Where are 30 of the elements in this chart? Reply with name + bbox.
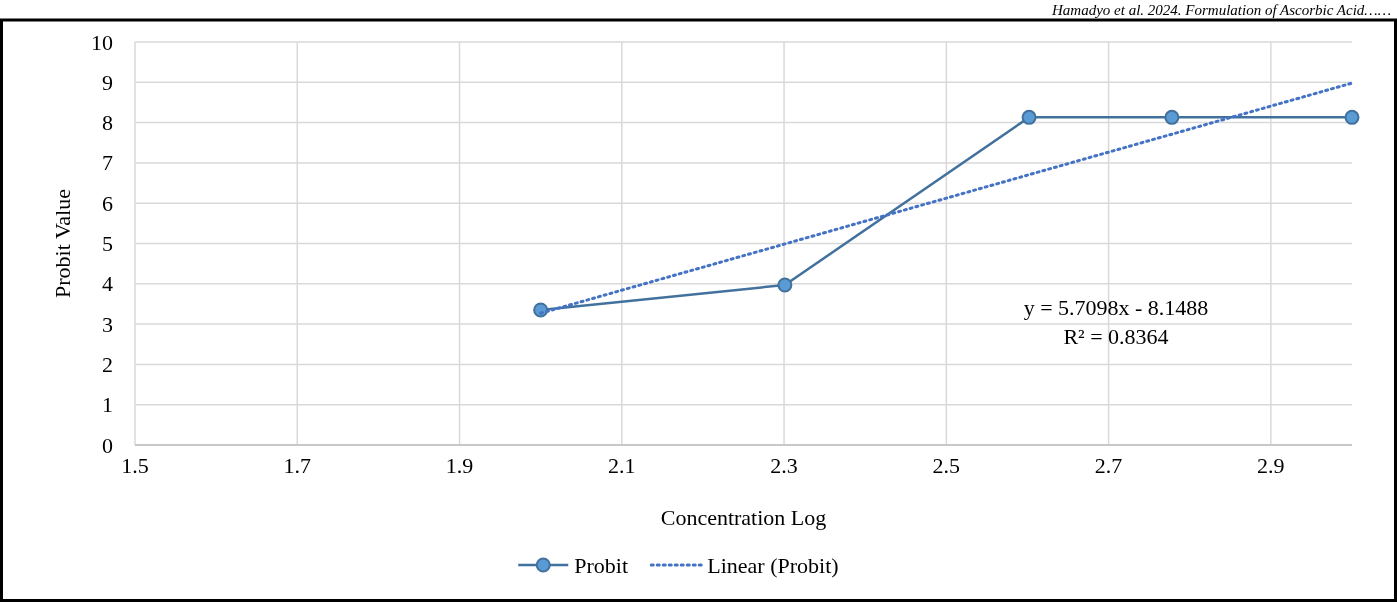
x-tick-label: 1.9	[445, 453, 474, 478]
x-tick-label: 2.9	[1257, 453, 1285, 478]
x-tick-label: 2.7	[1094, 453, 1123, 478]
y-tick-label: 7	[102, 150, 113, 176]
annotation: R² = 0.8364	[1063, 323, 1169, 349]
legend-label: Probit	[574, 552, 629, 578]
y-tick-label: 3	[102, 311, 113, 337]
point	[1344, 109, 1360, 125]
x-tick-label: 1.5	[121, 453, 149, 478]
text: Hamadyo et al. 2024. Formulation of Ascorbic Acid……	[1050, 2, 1391, 18]
y-tick-label: 10	[91, 29, 113, 55]
y-tick-label: 8	[102, 110, 113, 136]
y-tick-label: 5	[102, 231, 113, 256]
point	[777, 277, 793, 293]
y-tick-label: 2	[102, 351, 113, 377]
x-tick-label: 2.3	[770, 453, 798, 478]
point	[1021, 109, 1037, 125]
x-tick-label: 2.1	[608, 453, 636, 478]
y-tick-label: 9	[102, 69, 113, 95]
y-tick-label: 6	[102, 190, 113, 216]
x-tick-label: 1.7	[283, 453, 312, 478]
y-tick-label: 1	[102, 392, 113, 418]
y-tick-label: 4	[102, 271, 113, 297]
x-axis-title: Concentration Log	[660, 505, 827, 530]
annotation: y = 5.7098x - 8.1488	[1023, 294, 1209, 320]
y-axis-title: Probit Value	[50, 189, 75, 298]
x-tick-label: 2.5	[932, 453, 961, 478]
legend-label: Linear (Probit)	[707, 552, 839, 578]
y-tick-label: 0	[102, 432, 113, 458]
point	[1164, 109, 1180, 125]
